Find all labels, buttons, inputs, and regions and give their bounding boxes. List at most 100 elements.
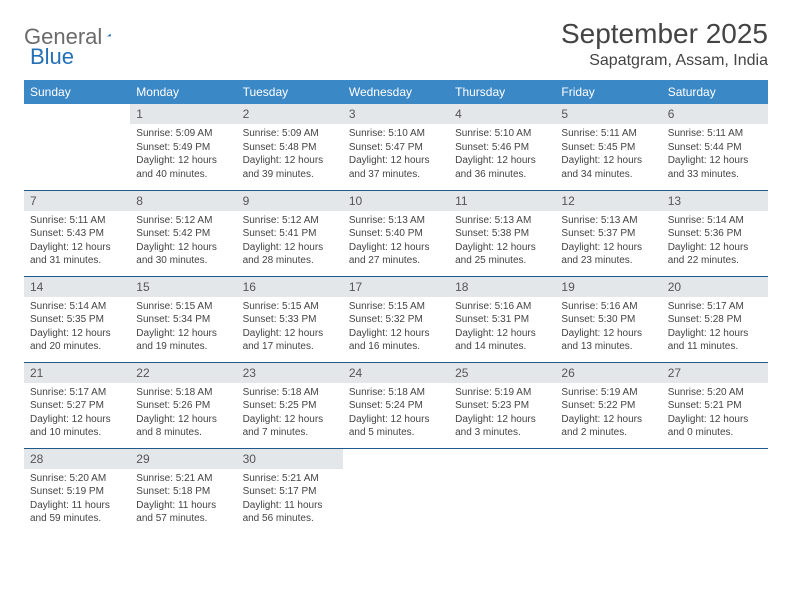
calendar-cell: 21Sunrise: 5:17 AMSunset: 5:27 PMDayligh… (24, 362, 130, 448)
calendar-cell: 17Sunrise: 5:15 AMSunset: 5:32 PMDayligh… (343, 276, 449, 362)
day-number: 6 (662, 104, 768, 124)
calendar-cell: 1Sunrise: 5:09 AMSunset: 5:49 PMDaylight… (130, 104, 236, 190)
title-block: September 2025 Sapatgram, Assam, India (561, 18, 768, 70)
day-details: Sunrise: 5:12 AMSunset: 5:42 PMDaylight:… (130, 211, 236, 272)
day-details: Sunrise: 5:13 AMSunset: 5:38 PMDaylight:… (449, 211, 555, 272)
day-number: 13 (662, 191, 768, 211)
day-details: Sunrise: 5:18 AMSunset: 5:24 PMDaylight:… (343, 383, 449, 444)
day-number: 5 (555, 104, 661, 124)
calendar-cell (662, 448, 768, 534)
calendar-cell: 8Sunrise: 5:12 AMSunset: 5:42 PMDaylight… (130, 190, 236, 276)
day-details: Sunrise: 5:20 AMSunset: 5:19 PMDaylight:… (24, 469, 130, 530)
day-details: Sunrise: 5:18 AMSunset: 5:26 PMDaylight:… (130, 383, 236, 444)
page-title: September 2025 (561, 18, 768, 50)
calendar-cell: 6Sunrise: 5:11 AMSunset: 5:44 PMDaylight… (662, 104, 768, 190)
calendar-cell: 24Sunrise: 5:18 AMSunset: 5:24 PMDayligh… (343, 362, 449, 448)
day-number: 14 (24, 277, 130, 297)
day-number: 8 (130, 191, 236, 211)
day-details: Sunrise: 5:16 AMSunset: 5:31 PMDaylight:… (449, 297, 555, 358)
day-header: Thursday (449, 80, 555, 104)
day-number: 7 (24, 191, 130, 211)
calendar-cell: 25Sunrise: 5:19 AMSunset: 5:23 PMDayligh… (449, 362, 555, 448)
calendar-cell (449, 448, 555, 534)
day-details: Sunrise: 5:11 AMSunset: 5:45 PMDaylight:… (555, 124, 661, 185)
day-details: Sunrise: 5:10 AMSunset: 5:47 PMDaylight:… (343, 124, 449, 185)
calendar-cell: 5Sunrise: 5:11 AMSunset: 5:45 PMDaylight… (555, 104, 661, 190)
calendar-cell: 4Sunrise: 5:10 AMSunset: 5:46 PMDaylight… (449, 104, 555, 190)
calendar-cell: 26Sunrise: 5:19 AMSunset: 5:22 PMDayligh… (555, 362, 661, 448)
calendar-cell: 16Sunrise: 5:15 AMSunset: 5:33 PMDayligh… (237, 276, 343, 362)
day-number: 21 (24, 363, 130, 383)
calendar-cell: 15Sunrise: 5:15 AMSunset: 5:34 PMDayligh… (130, 276, 236, 362)
day-number: 9 (237, 191, 343, 211)
calendar-cell: 23Sunrise: 5:18 AMSunset: 5:25 PMDayligh… (237, 362, 343, 448)
day-details: Sunrise: 5:19 AMSunset: 5:23 PMDaylight:… (449, 383, 555, 444)
calendar-cell: 7Sunrise: 5:11 AMSunset: 5:43 PMDaylight… (24, 190, 130, 276)
calendar-cell: 9Sunrise: 5:12 AMSunset: 5:41 PMDaylight… (237, 190, 343, 276)
day-details: Sunrise: 5:15 AMSunset: 5:34 PMDaylight:… (130, 297, 236, 358)
day-number: 4 (449, 104, 555, 124)
day-details: Sunrise: 5:17 AMSunset: 5:27 PMDaylight:… (24, 383, 130, 444)
day-number: 22 (130, 363, 236, 383)
day-number: 3 (343, 104, 449, 124)
day-details: Sunrise: 5:11 AMSunset: 5:43 PMDaylight:… (24, 211, 130, 272)
logo-triangle-icon (107, 27, 111, 43)
calendar-cell: 28Sunrise: 5:20 AMSunset: 5:19 PMDayligh… (24, 448, 130, 534)
day-number: 15 (130, 277, 236, 297)
day-details: Sunrise: 5:09 AMSunset: 5:49 PMDaylight:… (130, 124, 236, 185)
day-header: Wednesday (343, 80, 449, 104)
calendar-cell: 10Sunrise: 5:13 AMSunset: 5:40 PMDayligh… (343, 190, 449, 276)
calendar-cell: 22Sunrise: 5:18 AMSunset: 5:26 PMDayligh… (130, 362, 236, 448)
calendar-cell (555, 448, 661, 534)
day-number: 1 (130, 104, 236, 124)
logo-text-blue: Blue (30, 44, 74, 70)
calendar-cell: 19Sunrise: 5:16 AMSunset: 5:30 PMDayligh… (555, 276, 661, 362)
day-details: Sunrise: 5:14 AMSunset: 5:36 PMDaylight:… (662, 211, 768, 272)
day-number: 2 (237, 104, 343, 124)
calendar-cell: 3Sunrise: 5:10 AMSunset: 5:47 PMDaylight… (343, 104, 449, 190)
day-details: Sunrise: 5:21 AMSunset: 5:18 PMDaylight:… (130, 469, 236, 530)
calendar-cell (24, 104, 130, 190)
day-number: 23 (237, 363, 343, 383)
day-header: Tuesday (237, 80, 343, 104)
day-number: 25 (449, 363, 555, 383)
location: Sapatgram, Assam, India (561, 52, 768, 70)
day-details: Sunrise: 5:21 AMSunset: 5:17 PMDaylight:… (237, 469, 343, 530)
day-number: 11 (449, 191, 555, 211)
calendar-cell: 14Sunrise: 5:14 AMSunset: 5:35 PMDayligh… (24, 276, 130, 362)
day-number: 29 (130, 449, 236, 469)
day-details: Sunrise: 5:14 AMSunset: 5:35 PMDaylight:… (24, 297, 130, 358)
calendar-cell: 29Sunrise: 5:21 AMSunset: 5:18 PMDayligh… (130, 448, 236, 534)
day-details: Sunrise: 5:11 AMSunset: 5:44 PMDaylight:… (662, 124, 768, 185)
day-number: 20 (662, 277, 768, 297)
day-number: 30 (237, 449, 343, 469)
day-details: Sunrise: 5:15 AMSunset: 5:32 PMDaylight:… (343, 297, 449, 358)
day-header: Monday (130, 80, 236, 104)
day-details: Sunrise: 5:10 AMSunset: 5:46 PMDaylight:… (449, 124, 555, 185)
day-number: 16 (237, 277, 343, 297)
day-number: 17 (343, 277, 449, 297)
day-details: Sunrise: 5:19 AMSunset: 5:22 PMDaylight:… (555, 383, 661, 444)
day-details: Sunrise: 5:13 AMSunset: 5:37 PMDaylight:… (555, 211, 661, 272)
day-details: Sunrise: 5:09 AMSunset: 5:48 PMDaylight:… (237, 124, 343, 185)
day-details: Sunrise: 5:13 AMSunset: 5:40 PMDaylight:… (343, 211, 449, 272)
day-number: 26 (555, 363, 661, 383)
calendar-head: SundayMondayTuesdayWednesdayThursdayFrid… (24, 80, 768, 104)
calendar-cell: 11Sunrise: 5:13 AMSunset: 5:38 PMDayligh… (449, 190, 555, 276)
calendar-cell: 2Sunrise: 5:09 AMSunset: 5:48 PMDaylight… (237, 104, 343, 190)
day-number: 10 (343, 191, 449, 211)
header: General September 2025 Sapatgram, Assam,… (24, 18, 768, 70)
calendar-cell: 12Sunrise: 5:13 AMSunset: 5:37 PMDayligh… (555, 190, 661, 276)
day-details: Sunrise: 5:16 AMSunset: 5:30 PMDaylight:… (555, 297, 661, 358)
calendar-cell: 20Sunrise: 5:17 AMSunset: 5:28 PMDayligh… (662, 276, 768, 362)
calendar-cell: 13Sunrise: 5:14 AMSunset: 5:36 PMDayligh… (662, 190, 768, 276)
day-header: Sunday (24, 80, 130, 104)
calendar-cell: 18Sunrise: 5:16 AMSunset: 5:31 PMDayligh… (449, 276, 555, 362)
day-number: 19 (555, 277, 661, 297)
day-details: Sunrise: 5:17 AMSunset: 5:28 PMDaylight:… (662, 297, 768, 358)
day-header: Saturday (662, 80, 768, 104)
day-details: Sunrise: 5:20 AMSunset: 5:21 PMDaylight:… (662, 383, 768, 444)
calendar-cell: 27Sunrise: 5:20 AMSunset: 5:21 PMDayligh… (662, 362, 768, 448)
day-number: 28 (24, 449, 130, 469)
day-header: Friday (555, 80, 661, 104)
